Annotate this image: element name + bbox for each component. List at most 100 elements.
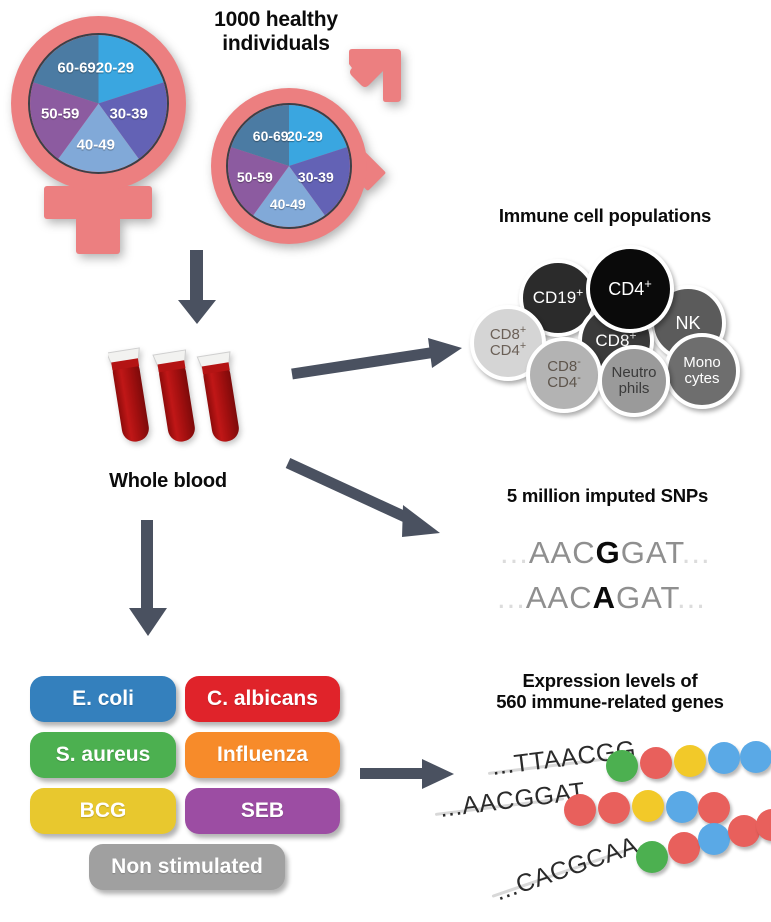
female-symbol-ring: 20-29 30-39 40-49 50-59 60-69	[11, 16, 186, 191]
stimulation-label: C. albicans	[207, 687, 318, 710]
female-symbol-crossbar	[44, 186, 152, 219]
snp1-left: AAC	[528, 535, 596, 570]
cd8p-cd4p-line2-sup: +	[519, 340, 527, 352]
stimulation-influenza[interactable]: Influenza	[185, 732, 340, 778]
cd19-sup: +	[576, 285, 584, 300]
stimulation-label: S. aureus	[55, 743, 151, 766]
dna-bead	[598, 792, 630, 824]
cd8p-cd4p-line1-sup: +	[519, 324, 527, 337]
dna-bead	[564, 794, 596, 826]
snp2-left: AAC	[525, 580, 593, 615]
female-slice-label-40-49: 40-49	[76, 136, 115, 154]
strand-3-sequence: ...CACGCAA	[491, 831, 642, 907]
pie-slice-50-59	[228, 147, 289, 216]
blood-tube-3	[196, 351, 239, 442]
dna-strand-2: ...AACGGAT	[434, 777, 770, 839]
stimulation-s-aureus[interactable]: S. aureus	[30, 732, 176, 778]
whole-blood-tubes	[105, 338, 248, 463]
male-arrowhead-path	[349, 49, 401, 102]
female-age-pie-chart: 20-29 30-39 40-49 50-59 60-69	[28, 33, 169, 174]
pie-slice-30-39	[98, 82, 167, 159]
male-symbol-arrowhead	[343, 48, 405, 110]
stimulation-c-albicans[interactable]: C. albicans	[185, 676, 340, 722]
male-slice-label-30-39: 30-39	[297, 168, 334, 185]
stimulation-label: SEB	[240, 799, 285, 822]
male-slice-label-50-59: 50-59	[236, 168, 273, 185]
stimulation-non-stimulated[interactable]: Non stimulated	[89, 844, 285, 890]
immune-cell-cd8n-cd4n: CD8- CD4-	[526, 337, 602, 413]
arrow-down-right-icon	[285, 458, 440, 537]
dna-bead	[668, 832, 700, 864]
neutrophils-line1: Neutro	[611, 364, 657, 382]
dna-bead	[640, 747, 672, 779]
blood-tube-1	[105, 347, 149, 442]
dna-bead	[698, 823, 730, 855]
arrow-stimulation-to-expression	[360, 755, 456, 795]
female-slice-label-20-29: 20-29	[95, 59, 135, 77]
pie-slice-20-29	[98, 35, 164, 104]
arrow-blood-to-snp	[285, 455, 466, 550]
stimulation-bcg[interactable]: BCG	[30, 788, 176, 834]
arrow-down-icon	[129, 520, 167, 636]
cd8n-cd4n-line2: CD4	[547, 374, 578, 391]
expression-title-line2: 560 immune-related genes	[496, 691, 724, 713]
nk-label: NK	[675, 312, 701, 333]
stimulation-e-coli[interactable]: E. coli	[30, 676, 176, 722]
cohort-title-line2: individuals	[222, 32, 330, 56]
page-title: 1000 healthy individuals	[168, 8, 384, 57]
stimulation-seb[interactable]: SEB	[185, 788, 340, 834]
dna-bead	[728, 815, 760, 847]
snp1-suffix: ...	[681, 535, 711, 570]
cd4-sup: +	[644, 275, 652, 291]
cohort-title-line1: 1000 healthy	[214, 8, 338, 31]
snp-sequence-row-1: ...AACGGAT...	[500, 535, 711, 571]
snp1-right: GAT	[620, 535, 682, 570]
blood-tubes-svg	[105, 347, 239, 442]
pie-slice-50-59	[30, 82, 99, 159]
arrow-right-icon	[291, 338, 462, 380]
snp2-right: GAT	[615, 580, 677, 615]
female-pie-svg	[30, 35, 167, 172]
whole-blood-label: Whole blood	[109, 470, 227, 492]
cd4-label: CD4	[608, 278, 645, 299]
arrow-cohort-to-blood	[175, 250, 219, 326]
cd8p-cd4p-line2: CD4	[489, 342, 520, 359]
cd8n-cd4n-line2-sup: -	[577, 372, 581, 384]
pie-slice-60-69	[33, 35, 99, 104]
cd8n-cd4n-line1: CD8	[547, 358, 578, 376]
dna-strand-1: ...TTAACGG	[440, 735, 771, 801]
pie-slice-60-69	[230, 105, 289, 166]
cd8n-cd4n-line1-sup: -	[577, 356, 581, 369]
expression-title-line1: Expression levels of	[522, 670, 698, 691]
snp2-prefix: ...	[497, 580, 526, 615]
stimulation-label: E. coli	[72, 687, 134, 710]
pie-slice-40-49	[58, 103, 139, 172]
monocytes-line1: Mono	[683, 354, 721, 372]
male-slice-label-40-49: 40-49	[269, 195, 306, 212]
dna-strand-3: ...CACGCAA	[440, 809, 771, 913]
dna-bead	[740, 741, 771, 773]
male-arrowhead-svg	[349, 49, 401, 102]
immune-cell-cluster: CD19+ CD4+ NK CD8+ CD8+ CD4+ CD8- CD4-	[468, 245, 758, 420]
arrow-blood-to-immune	[290, 330, 470, 390]
immune-cell-monocytes: Mono cytes	[664, 333, 740, 409]
neutrophils-line2: phils	[618, 380, 650, 397]
stimulation-panel: E. coli C. albicans S. aureus Influenza …	[30, 676, 340, 896]
monocytes-line2: cytes	[684, 370, 720, 387]
dna-bead	[698, 792, 730, 824]
dna-bead	[636, 841, 668, 873]
dna-bead	[708, 742, 740, 774]
cd8-label: CD8	[595, 331, 630, 351]
pie-slice-40-49	[253, 166, 325, 227]
male-symbol-ring: 20-29 30-39 40-49 50-59 60-69	[211, 88, 367, 244]
female-slice-label-50-59: 50-59	[40, 105, 80, 123]
stimulation-label: Influenza	[216, 743, 308, 766]
snp1-variant: G	[595, 535, 621, 570]
male-gender-symbol: 20-29 30-39 40-49 50-59 60-69	[210, 38, 425, 244]
male-pie-svg	[228, 105, 350, 227]
dna-bead	[666, 791, 698, 823]
pie-slice-30-39	[289, 147, 350, 216]
expression-strand-group: ...TTAACGG ...AACGGAT ...CACGCAA	[434, 735, 771, 920]
dna-bead	[756, 809, 771, 841]
